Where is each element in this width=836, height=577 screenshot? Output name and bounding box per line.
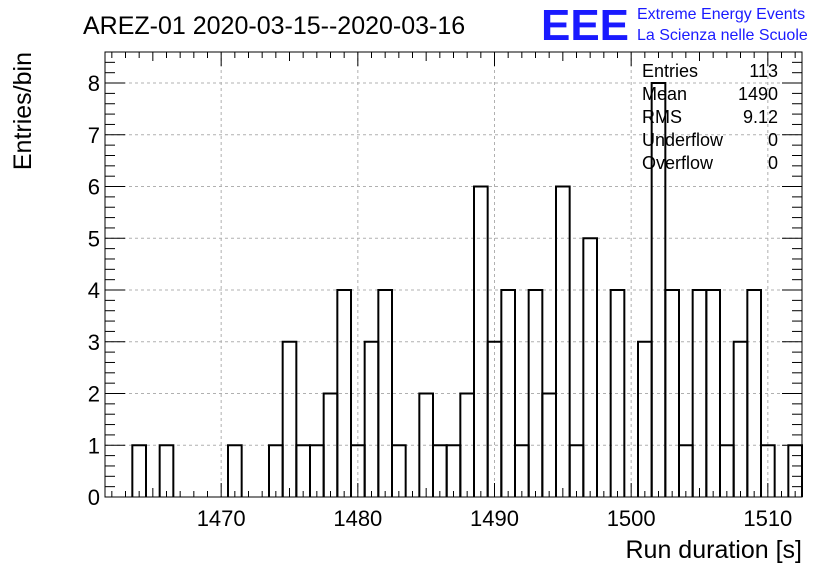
stats-label: RMS (642, 107, 682, 127)
histogram-bin (336, 289, 352, 497)
x-tick-label: 1470 (197, 506, 246, 531)
histogram-bin (760, 444, 776, 497)
histogram-bin (555, 185, 571, 497)
stats-label: Overflow (642, 153, 714, 173)
x-axis-label: Run duration [s] (626, 536, 803, 564)
histogram-bin (582, 237, 598, 497)
stats-value: 0 (768, 130, 778, 150)
stats-value: 9.12 (743, 107, 778, 127)
stats-value: 1490 (738, 84, 778, 104)
histogram-bin (664, 289, 680, 497)
x-tick-labels: 1470 1480 1490 1500 1510 (197, 506, 793, 531)
axis-ticks (105, 51, 802, 498)
histogram-bin (158, 444, 175, 497)
y-tick-label: 2 (88, 382, 100, 407)
histogram-bin (391, 444, 407, 497)
y-tick-label: 5 (88, 226, 100, 251)
histogram-bin (281, 340, 298, 497)
y-tick-label: 4 (88, 278, 100, 303)
y-tick-labels: 0 1 2 3 4 5 6 7 8 (88, 71, 100, 510)
y-tick-label: 3 (88, 330, 100, 355)
logo-line-2: La Scienza nelle Scuole (637, 27, 808, 44)
stats-label: Mean (642, 84, 687, 104)
x-tick-label: 1490 (470, 506, 519, 531)
histogram-bin (609, 289, 626, 497)
x-tick-label: 1480 (333, 506, 382, 531)
stats-label: Underflow (642, 130, 724, 150)
histogram-bin (746, 289, 762, 497)
logo-line-1: Extreme Energy Events (637, 6, 805, 23)
x-tick-label: 1510 (743, 506, 792, 531)
histogram-bars (131, 82, 803, 497)
y-tick-label: 1 (88, 433, 100, 458)
histogram-bin (500, 289, 516, 497)
chart-title: AREZ-01 2020-03-15--2020-03-16 (83, 12, 465, 40)
logo-mark: EEE (541, 1, 629, 50)
stats-label: Entries (642, 61, 698, 81)
y-axis-label: Entries/bin (9, 52, 37, 170)
y-tick-label: 7 (88, 123, 100, 148)
y-tick-label: 0 (88, 485, 100, 510)
stats-value: 0 (768, 153, 778, 173)
histogram-bin (377, 289, 393, 497)
histogram-bin (131, 444, 147, 497)
y-tick-label: 8 (88, 71, 100, 96)
histogram-bin (227, 444, 243, 497)
eee-logo: EEE Extreme Energy Events La Scienza nel… (541, 1, 808, 50)
stats-box: Entries 113 Mean 1490 RMS 9.12 Underflow 0 Overf… (642, 61, 778, 173)
y-tick-label: 6 (88, 175, 100, 200)
histogram-bin (705, 289, 721, 497)
stats-value: 113 (749, 61, 778, 81)
x-tick-label: 1500 (607, 506, 656, 531)
